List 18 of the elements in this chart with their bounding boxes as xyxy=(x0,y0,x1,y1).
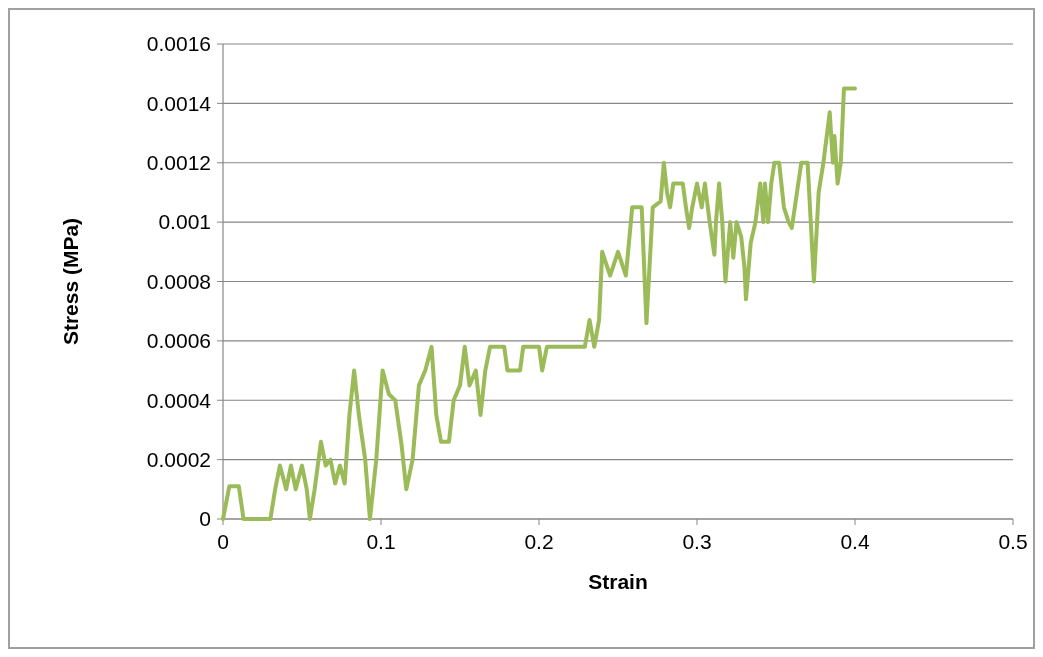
y-tick-label: 0.001 xyxy=(158,210,211,234)
y-tick-label: 0 xyxy=(199,507,211,531)
x-tick-label: 0.2 xyxy=(524,530,554,553)
y-tick-label: 0.0002 xyxy=(146,447,211,471)
x-tick-label: 0.4 xyxy=(840,530,870,553)
y-tick-label: 0.0006 xyxy=(146,329,211,353)
x-tick-label: 0.5 xyxy=(998,530,1028,553)
y-tick-label: 0.0014 xyxy=(146,91,212,115)
y-tick-label: 0.0008 xyxy=(146,269,211,293)
line-series xyxy=(221,86,857,521)
y-tick-label: 0.0004 xyxy=(146,388,212,412)
y-tick-label: 0.0016 xyxy=(146,32,211,56)
y-tick-label: 0.0012 xyxy=(146,151,211,175)
x-tick-label: 0.3 xyxy=(682,530,712,553)
x-axis-title: Strain xyxy=(588,570,648,593)
x-tick-label: 0.1 xyxy=(366,530,396,553)
x-tick-label: 0 xyxy=(217,530,229,553)
y-axis-title: Stress (MPa) xyxy=(59,217,82,346)
